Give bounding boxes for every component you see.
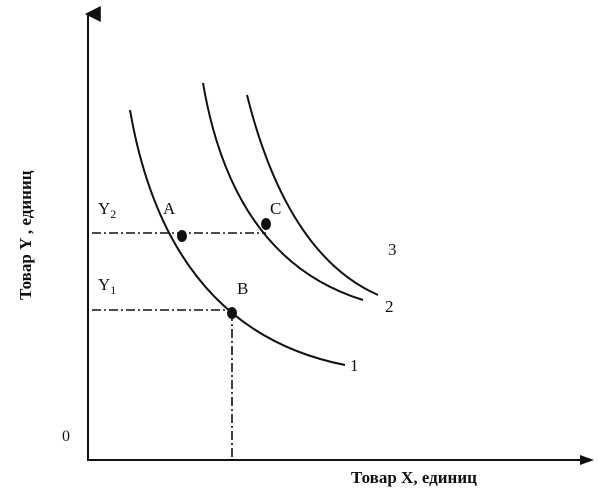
- level-y1-main: Y: [98, 275, 110, 294]
- level-y1-sub: 1: [110, 283, 116, 297]
- y-axis-label: Товар Y , единиц: [16, 170, 35, 300]
- point-a-marker: [177, 230, 187, 242]
- curve-1-label: 1: [350, 356, 359, 375]
- point-b-marker: [227, 307, 237, 319]
- indifference-curve-2: [202, 82, 364, 301]
- indifference-curve-3: [246, 94, 379, 296]
- curve-2-label: 2: [385, 297, 394, 316]
- origin-label: 0: [62, 428, 70, 445]
- indifference-curve-1: [129, 109, 346, 366]
- point-a-label: A: [163, 199, 176, 218]
- point-c-marker: [261, 218, 271, 230]
- level-y2-main: Y: [98, 199, 110, 218]
- point-c-label: C: [270, 199, 281, 218]
- x-axis-label: Товар X, единиц: [351, 468, 477, 487]
- level-y2-sub: 2: [110, 207, 116, 221]
- level-y2-label: Y2: [98, 199, 116, 221]
- level-y1-label: Y1: [98, 275, 116, 297]
- x-axis-arrowhead: [580, 455, 594, 465]
- point-b-label: B: [237, 279, 248, 298]
- curve-3-label: 3: [388, 240, 397, 259]
